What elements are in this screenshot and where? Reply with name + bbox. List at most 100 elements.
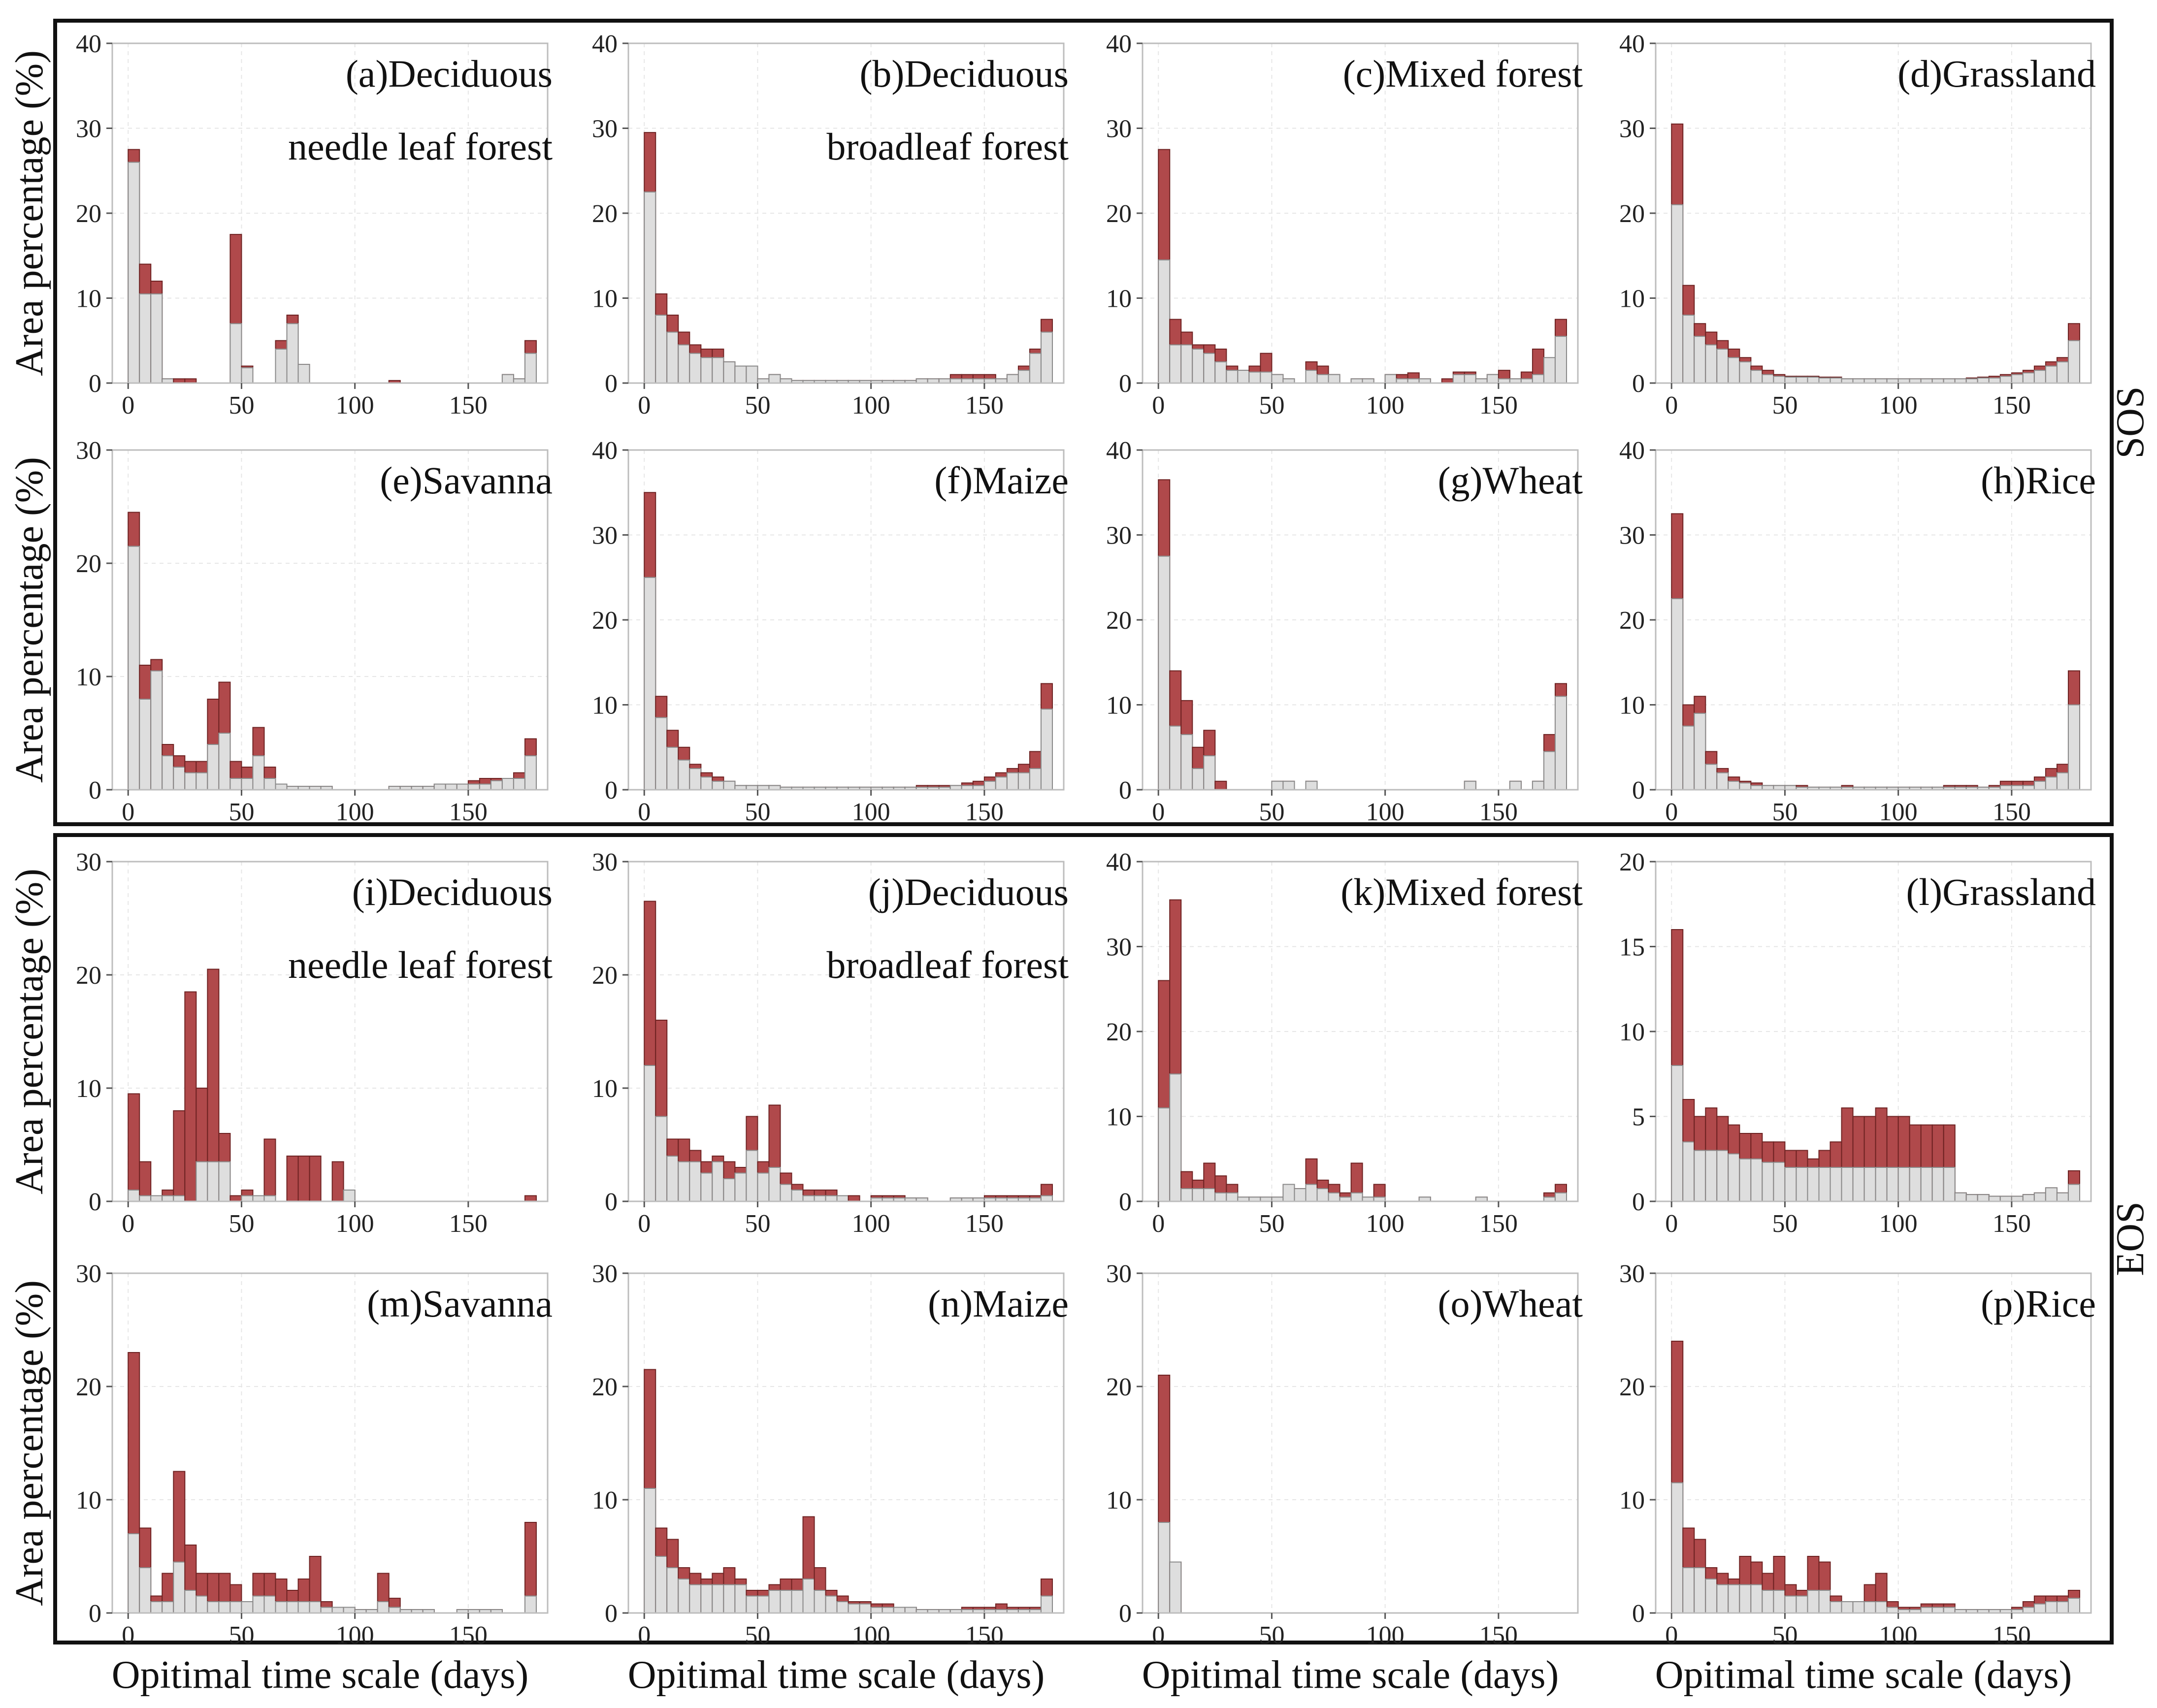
bar-base bbox=[644, 1488, 656, 1613]
panel-11: 0 5 10 15 20 0 50 100 150 (l)Grassland bbox=[1619, 848, 2096, 1238]
bar-base bbox=[286, 323, 299, 384]
plot-area bbox=[1142, 1272, 1579, 1614]
bar-base bbox=[2022, 1194, 2035, 1202]
y-tick-label: 30 bbox=[1106, 522, 1132, 550]
bar-base bbox=[2056, 361, 2069, 384]
bar-base bbox=[2067, 340, 2080, 384]
y-tick-label: 20 bbox=[76, 962, 101, 990]
bar-base bbox=[780, 1184, 792, 1202]
y-tick-label: 10 bbox=[1106, 1486, 1132, 1515]
panel-title: (a)Deciduous bbox=[346, 52, 553, 95]
x-tick-label: 150 bbox=[965, 798, 1004, 826]
bar-base bbox=[184, 772, 197, 790]
bar-base bbox=[689, 1584, 702, 1613]
bar-base bbox=[2033, 1603, 2046, 1614]
x-tick-label: 50 bbox=[745, 1621, 770, 1649]
bar-base bbox=[150, 293, 163, 384]
bar-base bbox=[666, 746, 679, 790]
bar-base bbox=[207, 1161, 220, 1202]
bar-base bbox=[1305, 370, 1318, 384]
x-tick-label: 150 bbox=[449, 1621, 488, 1649]
panel-title: (d)Grassland bbox=[1897, 52, 2096, 95]
bar-base bbox=[644, 1065, 656, 1202]
bar-base bbox=[1316, 1188, 1329, 1202]
panel-title: (l)Grassland bbox=[1906, 870, 2096, 913]
sos-group-frame bbox=[53, 19, 2114, 826]
bar-base bbox=[513, 778, 525, 790]
y-tick-label: 30 bbox=[1106, 1260, 1132, 1288]
bar-base bbox=[467, 783, 480, 790]
x-tick-label: 100 bbox=[852, 391, 890, 419]
sos-group-label: SOS bbox=[2109, 387, 2152, 459]
y-tick-label: 20 bbox=[1619, 607, 1645, 635]
y-axis-title: Area percentage (%) bbox=[8, 457, 51, 783]
eos-group-label: EOS bbox=[2109, 1201, 2152, 1276]
bar-base bbox=[196, 772, 208, 790]
bar-total bbox=[309, 1156, 322, 1202]
bar-base bbox=[1671, 1482, 1684, 1613]
bar-base bbox=[1040, 1195, 1053, 1202]
bar-total bbox=[848, 1195, 860, 1202]
bar-base bbox=[1260, 371, 1273, 384]
panel-title: broadleaf forest bbox=[826, 943, 1069, 986]
bar-base bbox=[1158, 1107, 1171, 1202]
bar-base bbox=[241, 1601, 254, 1613]
bar-base bbox=[1807, 1590, 1820, 1613]
y-tick-label: 40 bbox=[1106, 30, 1132, 58]
y-tick-label: 0 bbox=[1632, 776, 1645, 805]
bar-base bbox=[2045, 1601, 2058, 1613]
y-tick-label: 30 bbox=[1619, 1260, 1645, 1288]
bar-base bbox=[1169, 725, 1182, 790]
bar-base bbox=[1773, 1161, 1786, 1202]
bar-base bbox=[2045, 1187, 2058, 1202]
bar-base bbox=[700, 357, 713, 384]
y-tick-label: 10 bbox=[1619, 1486, 1645, 1515]
x-tick-label: 50 bbox=[1259, 1621, 1284, 1649]
y-tick-label: 40 bbox=[1106, 848, 1132, 876]
bar-base bbox=[1169, 1073, 1182, 1202]
bar-base bbox=[173, 767, 186, 790]
y-tick-label: 10 bbox=[592, 1486, 618, 1515]
bar-base bbox=[218, 1601, 231, 1613]
x-tick-label: 50 bbox=[1259, 391, 1284, 419]
x-tick-label: 100 bbox=[1879, 1210, 1918, 1238]
y-tick-label: 30 bbox=[1106, 934, 1132, 962]
bar-base bbox=[700, 776, 713, 790]
bar-base bbox=[1671, 1065, 1684, 1202]
bar-base bbox=[1294, 1188, 1307, 1202]
bar-base bbox=[1875, 1167, 1888, 1202]
bar-base bbox=[275, 349, 288, 384]
bar-base bbox=[1180, 344, 1193, 384]
x-tick-label: 50 bbox=[1259, 1210, 1284, 1238]
bar-base bbox=[1282, 780, 1295, 790]
bar-base bbox=[275, 783, 288, 790]
bar-base bbox=[1180, 734, 1193, 790]
y-tick-label: 0 bbox=[89, 1188, 101, 1216]
bar-base bbox=[1384, 374, 1397, 384]
bar-base bbox=[1214, 1192, 1227, 1202]
x-tick-label: 100 bbox=[852, 1621, 890, 1649]
bar-base bbox=[150, 1601, 163, 1613]
y-tick-label: 0 bbox=[1632, 1188, 1645, 1216]
bar-total bbox=[1214, 780, 1227, 790]
x-tick-label: 0 bbox=[1152, 798, 1165, 826]
bar-base bbox=[184, 1590, 197, 1613]
bar-base bbox=[1739, 361, 1752, 384]
bar-base bbox=[678, 344, 690, 384]
bar-base bbox=[666, 1156, 679, 1202]
bar-base bbox=[1852, 1167, 1865, 1202]
y-tick-label: 0 bbox=[89, 1600, 101, 1628]
bar-base bbox=[825, 1595, 838, 1613]
bar-total bbox=[229, 1195, 242, 1202]
bar-base bbox=[1728, 357, 1740, 384]
bar-base bbox=[139, 699, 152, 790]
bar-base bbox=[1943, 1607, 1956, 1613]
bar-base bbox=[723, 361, 736, 384]
y-tick-label: 40 bbox=[592, 30, 618, 58]
bar-base bbox=[1282, 1184, 1295, 1202]
panel-5: 0 10 20 30 40 0 50 100 150 (f)Maize bbox=[592, 437, 1069, 826]
bar-base bbox=[1931, 1167, 1944, 1202]
bar-base bbox=[1796, 1167, 1808, 1202]
bar-base bbox=[1784, 1595, 1797, 1613]
